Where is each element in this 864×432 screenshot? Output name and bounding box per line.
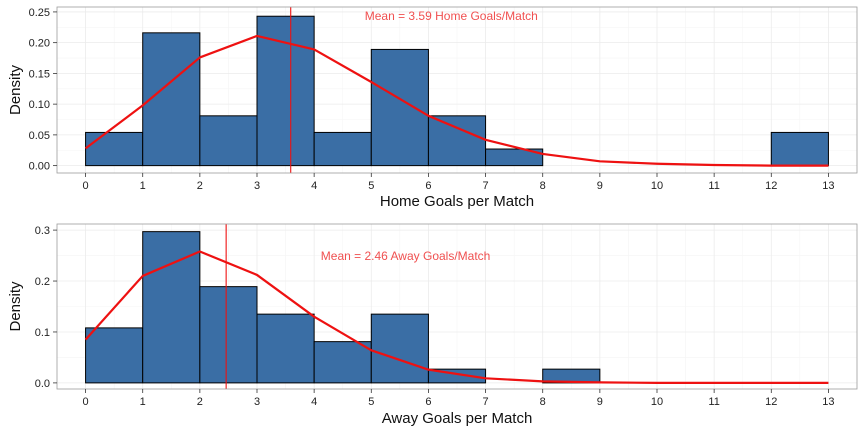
x-tick-label: 10 (651, 180, 663, 192)
histogram-bar (427, 115, 487, 167)
y-tick-label: 0.1 (35, 327, 50, 339)
x-tick-label: 6 (425, 396, 431, 408)
histogram-bar (85, 327, 144, 384)
x-tick-label: 11 (708, 396, 719, 408)
x-tick-label: 1 (140, 396, 146, 408)
x-tick-label: 5 (368, 396, 374, 408)
x-tick-label: 3 (254, 396, 260, 408)
histogram-bar (142, 32, 201, 167)
x-tick-label: 12 (765, 396, 777, 408)
x-tick-label: 7 (483, 396, 489, 408)
histogram-bar (256, 313, 315, 384)
histogram-bar (142, 231, 201, 384)
x-tick-label: 2 (197, 396, 203, 408)
histogram-bar (313, 131, 372, 167)
x-axis-title: Home Goals per Match (380, 193, 534, 210)
x-tick-label: 9 (597, 180, 603, 192)
histogram-bar (485, 148, 544, 167)
x-tick-label: 10 (651, 396, 663, 408)
x-tick-label: 2 (197, 180, 203, 192)
histogram-bar (199, 115, 258, 167)
x-tick-label: 7 (483, 180, 489, 192)
x-tick-label: 13 (822, 396, 834, 408)
mean-annotation: Mean = 2.46 Away Goals/Match (321, 249, 491, 263)
y-tick-label: 0.2 (35, 276, 50, 288)
histogram-bar (313, 341, 372, 384)
x-axis-title: Away Goals per Match (382, 410, 533, 427)
y-axis-title: Density (7, 281, 24, 332)
panel-border (56, 6, 858, 174)
y-tick-label: 0.20 (29, 38, 50, 50)
y-tick-label: 0.0 (35, 378, 50, 390)
x-tick-label: 4 (311, 396, 317, 408)
x-tick-label: 9 (597, 396, 603, 408)
y-tick-label: 0.15 (29, 68, 50, 80)
x-tick-label: 12 (765, 180, 777, 192)
x-tick-label: 8 (540, 396, 546, 408)
y-tick-label: 0.25 (29, 7, 50, 19)
x-tick-label: 4 (311, 180, 317, 192)
x-tick-label: 8 (540, 180, 546, 192)
x-tick-label: 0 (83, 180, 89, 192)
x-tick-label: 11 (708, 180, 719, 192)
x-tick-label: 3 (254, 180, 260, 192)
x-tick-label: 1 (140, 180, 146, 192)
mean-annotation: Mean = 3.59 Home Goals/Match (365, 9, 538, 23)
x-tick-label: 0 (83, 396, 89, 408)
y-tick-label: 0.05 (29, 130, 50, 142)
y-tick-label: 0.00 (29, 161, 50, 173)
x-tick-label: 13 (822, 180, 834, 192)
x-tick-label: 6 (425, 180, 431, 192)
y-tick-label: 0.10 (29, 99, 50, 111)
histogram-bar (85, 131, 144, 167)
x-tick-label: 5 (368, 180, 374, 192)
histogram-bar (256, 15, 315, 167)
density-curve (84, 34, 829, 167)
histogram-bar (370, 313, 429, 384)
panel-border (56, 223, 858, 390)
y-axis-title: Density (7, 64, 24, 115)
histogram-bar (199, 286, 258, 384)
density-curve (84, 250, 829, 384)
y-tick-label: 0.3 (35, 225, 50, 237)
histogram-bar (370, 48, 429, 167)
histogram-bar (770, 131, 829, 167)
